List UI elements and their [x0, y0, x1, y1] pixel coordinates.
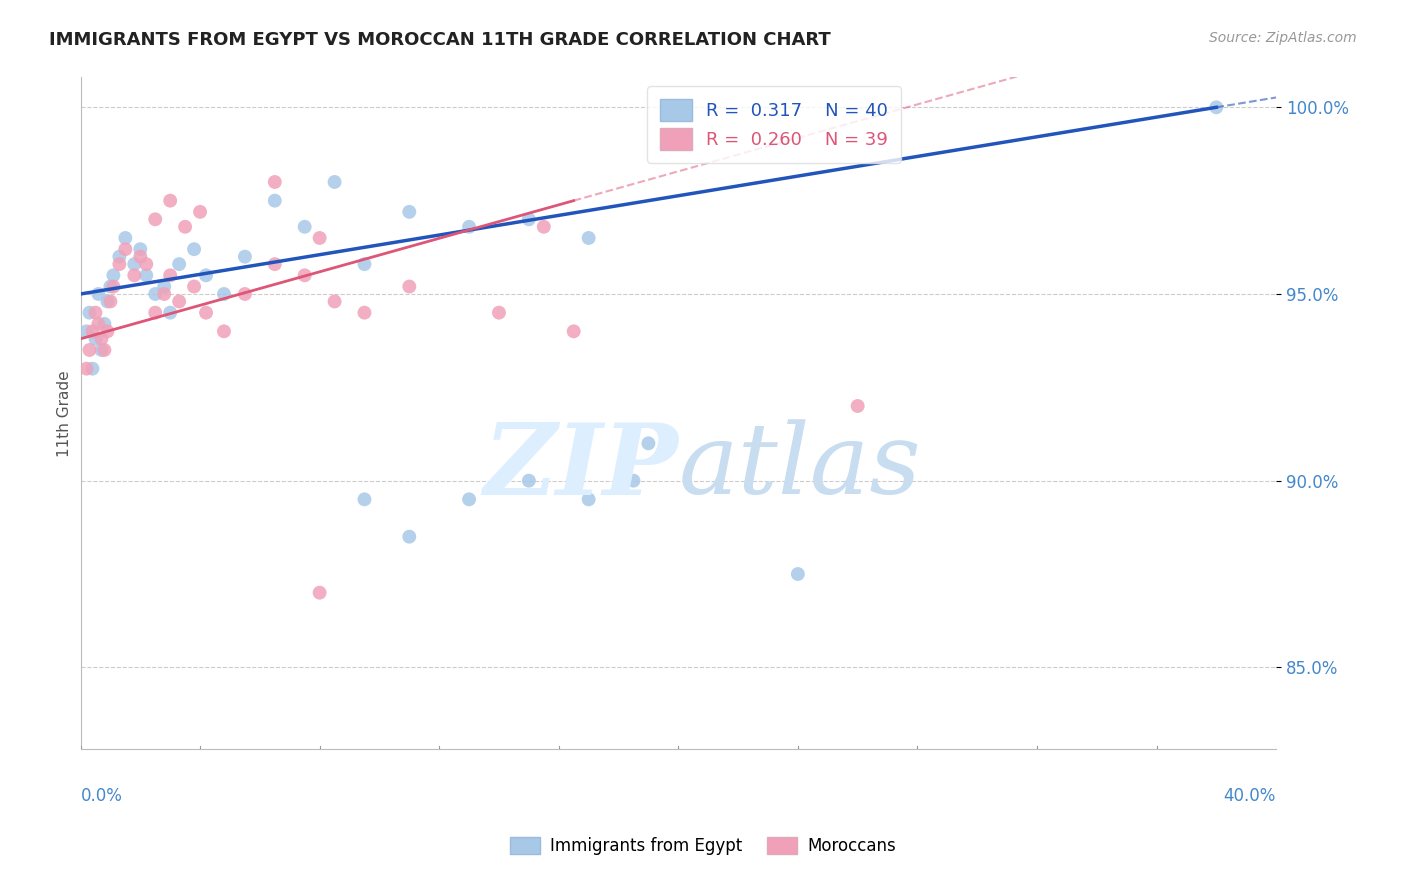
Point: [195, 306, 218, 320]
Point: [159, 194, 181, 208]
Point: [114, 242, 136, 256]
Point: [294, 268, 316, 283]
Point: [82, 324, 104, 338]
Point: [786, 567, 808, 582]
Point: [488, 306, 510, 320]
Point: [129, 242, 152, 256]
Text: ZIP: ZIP: [484, 419, 678, 516]
Point: [174, 219, 197, 234]
Point: [76, 324, 98, 338]
Point: [188, 204, 211, 219]
Point: [308, 231, 330, 245]
Point: [212, 324, 235, 338]
Point: [159, 306, 181, 320]
Point: [114, 231, 136, 245]
Y-axis label: 11th Grade: 11th Grade: [58, 370, 72, 457]
Point: [353, 257, 375, 271]
Point: [323, 175, 346, 189]
Point: [578, 492, 600, 507]
Point: [143, 306, 166, 320]
Point: [84, 332, 107, 346]
Point: [263, 175, 285, 189]
Point: [100, 294, 122, 309]
Point: [562, 324, 585, 338]
Point: [79, 343, 101, 357]
Point: [637, 436, 659, 450]
Point: [517, 474, 540, 488]
Point: [124, 257, 146, 271]
Point: [323, 294, 346, 309]
Point: [143, 212, 166, 227]
Point: [103, 279, 125, 293]
Point: [159, 268, 181, 283]
Text: IMMIGRANTS FROM EGYPT VS MOROCCAN 11TH GRADE CORRELATION CHART: IMMIGRANTS FROM EGYPT VS MOROCCAN 11TH G…: [49, 31, 831, 49]
Point: [623, 474, 645, 488]
Point: [167, 257, 190, 271]
Point: [263, 194, 285, 208]
Point: [129, 250, 152, 264]
Point: [124, 268, 146, 283]
Point: [458, 492, 481, 507]
Point: [1205, 100, 1227, 114]
Point: [84, 306, 107, 320]
Text: Source: ZipAtlas.com: Source: ZipAtlas.com: [1209, 31, 1357, 45]
Point: [96, 294, 118, 309]
Legend: R =  0.317    N = 40, R =  0.260    N = 39: R = 0.317 N = 40, R = 0.260 N = 39: [647, 87, 901, 163]
Point: [93, 343, 115, 357]
Point: [153, 287, 176, 301]
Point: [90, 343, 112, 357]
Point: [143, 287, 166, 301]
Point: [263, 257, 285, 271]
Text: atlas: atlas: [678, 419, 921, 515]
Point: [108, 250, 131, 264]
Point: [294, 219, 316, 234]
Point: [87, 317, 110, 331]
Point: [79, 306, 101, 320]
Point: [353, 492, 375, 507]
Point: [398, 530, 420, 544]
Point: [398, 204, 420, 219]
Point: [578, 231, 600, 245]
Text: 40.0%: 40.0%: [1223, 787, 1277, 805]
Point: [153, 279, 176, 293]
Point: [233, 250, 256, 264]
Point: [353, 306, 375, 320]
Point: [103, 268, 125, 283]
Point: [93, 317, 115, 331]
Point: [183, 279, 205, 293]
Point: [167, 294, 190, 309]
Point: [183, 242, 205, 256]
Point: [108, 257, 131, 271]
Text: 0.0%: 0.0%: [80, 787, 122, 805]
Point: [458, 219, 481, 234]
Point: [517, 212, 540, 227]
Point: [96, 324, 118, 338]
Point: [90, 332, 112, 346]
Point: [87, 287, 110, 301]
Point: [76, 361, 98, 376]
Point: [846, 399, 869, 413]
Point: [212, 287, 235, 301]
Point: [195, 268, 218, 283]
Point: [82, 361, 104, 376]
Point: [135, 268, 157, 283]
Point: [135, 257, 157, 271]
Legend: Immigrants from Egypt, Moroccans: Immigrants from Egypt, Moroccans: [503, 830, 903, 862]
Point: [398, 279, 420, 293]
Point: [308, 585, 330, 599]
Point: [233, 287, 256, 301]
Point: [100, 279, 122, 293]
Point: [533, 219, 555, 234]
